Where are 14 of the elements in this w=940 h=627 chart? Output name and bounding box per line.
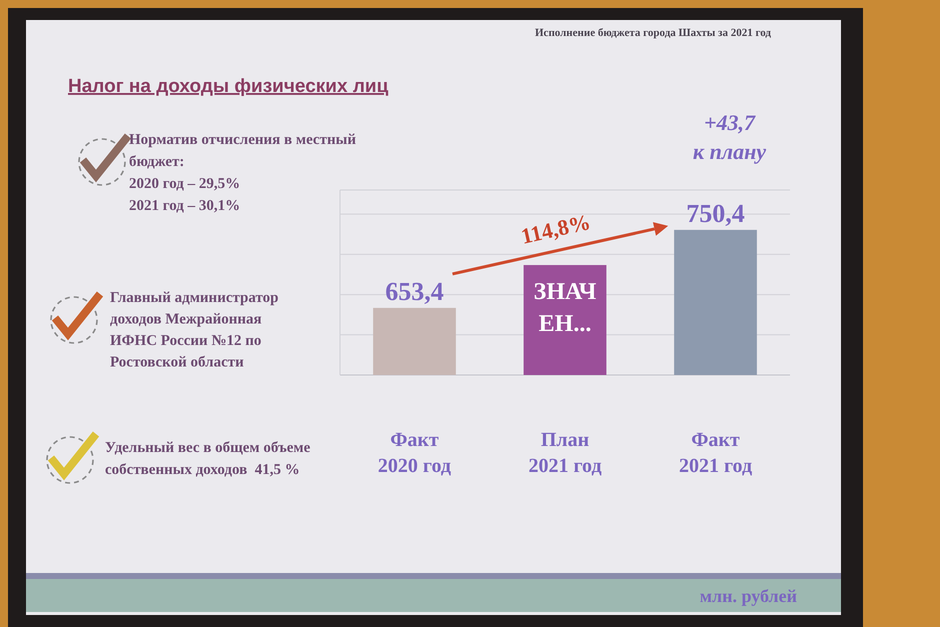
annotation: Норматив отчисления в местный бюджет: 2020 год – 29,5% 2021 год – 30,1% — [129, 132, 356, 214]
data-label: 750,4 — [686, 198, 745, 228]
annotation: +43,7 к плану — [692, 110, 766, 164]
annotation: 114,8% — [518, 209, 593, 249]
data-label: 653,4 — [385, 276, 444, 306]
x-tick-label: Факт 2021 год — [678, 429, 752, 477]
chart-subtitle: Исполнение бюджета города Шахты за 2021 год — [535, 27, 772, 39]
text: Главный администратор доходов Межрайонная ИФНС России №12 по Ростовской области — [110, 290, 279, 370]
data-label: ЗНАЧ ЕН... — [534, 279, 597, 338]
chart-title: Налог на доходы физических лиц — [68, 76, 389, 97]
text: млн. рублей — [700, 586, 797, 606]
text: Удельный вес в общем объеме собственных доходов 41,5 % — [105, 440, 311, 478]
x-tick-label: План 2021 год — [528, 429, 602, 477]
x-tick-label: Факт 2020 год — [378, 429, 452, 477]
